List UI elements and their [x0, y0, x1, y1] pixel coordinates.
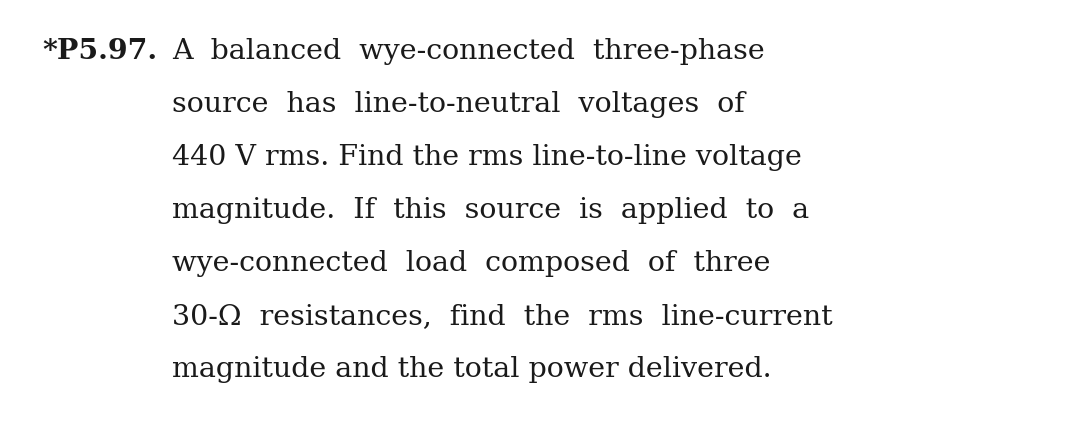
Text: source  has  line-to-neutral  voltages  of: source has line-to-neutral voltages of	[172, 91, 745, 118]
Text: magnitude and the total power delivered.: magnitude and the total power delivered.	[172, 356, 771, 383]
Text: 440 V rms. Find the rms line-to-line voltage: 440 V rms. Find the rms line-to-line vol…	[172, 144, 801, 171]
Text: A  balanced  wye-connected  three-phase: A balanced wye-connected three-phase	[172, 38, 765, 65]
Text: *P5.97.: *P5.97.	[42, 38, 157, 65]
Text: wye-connected  load  composed  of  three: wye-connected load composed of three	[172, 250, 770, 277]
Text: 30-Ω  resistances,  find  the  rms  line-current: 30-Ω resistances, find the rms line-curr…	[172, 303, 833, 330]
Text: magnitude.  If  this  source  is  applied  to  a: magnitude. If this source is applied to …	[172, 197, 809, 224]
